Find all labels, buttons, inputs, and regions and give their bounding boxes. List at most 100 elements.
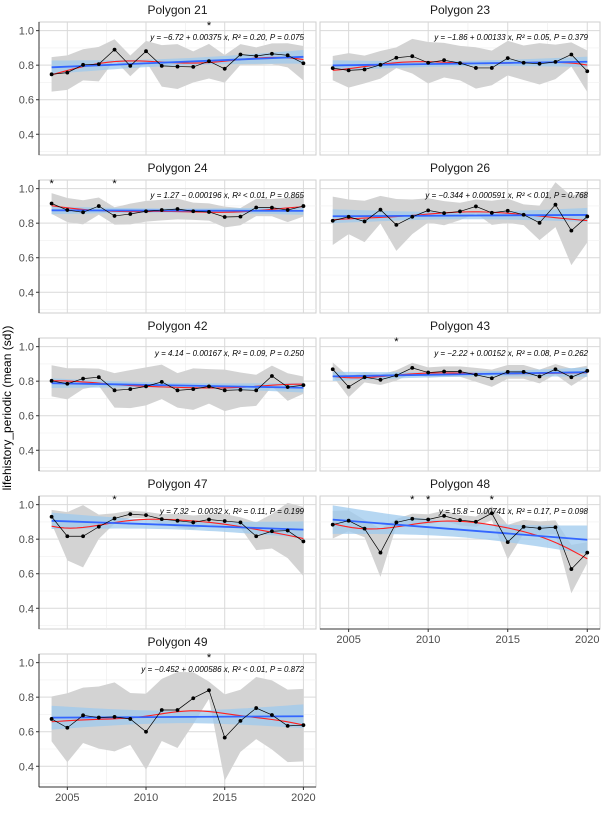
data-point bbox=[426, 370, 431, 375]
data-point bbox=[537, 61, 542, 66]
data-point bbox=[175, 388, 180, 393]
data-point bbox=[521, 60, 526, 65]
y-tick-label: 0.4 bbox=[19, 603, 34, 615]
x-tick-label: 2010 bbox=[134, 792, 158, 804]
data-point bbox=[49, 378, 54, 383]
panel-title: Polygon 49 bbox=[147, 635, 207, 649]
data-point bbox=[159, 517, 164, 522]
data-point bbox=[521, 524, 526, 529]
sd-band bbox=[332, 182, 588, 266]
linear-fit-line bbox=[51, 519, 304, 531]
y-tick-label: 0.4 bbox=[19, 761, 34, 773]
data-point bbox=[505, 369, 510, 374]
x-tick-label: 2015 bbox=[212, 792, 236, 804]
data-point bbox=[285, 208, 290, 212]
data-point bbox=[442, 513, 446, 518]
data-point bbox=[144, 513, 148, 518]
data-point bbox=[362, 219, 367, 224]
data-point bbox=[81, 376, 85, 381]
x-tick-label: 2005 bbox=[336, 634, 360, 646]
data-point bbox=[362, 67, 367, 72]
data-point bbox=[442, 58, 446, 63]
data-point bbox=[65, 208, 70, 212]
data-point bbox=[49, 72, 54, 77]
regression-equation: y = −1.86 + 0.00133 x, R² = 0.05, P = 0.… bbox=[433, 33, 588, 42]
data-point bbox=[553, 60, 558, 64]
data-point bbox=[301, 723, 306, 728]
panel-polygon-49: Polygon 49*y = −0.452 + 0.000586 x, R² <… bbox=[19, 635, 317, 804]
data-point bbox=[537, 526, 542, 531]
data-point bbox=[159, 208, 164, 212]
panel-polygon-24: Polygon 24 * * y = 1.27 − 0.000196 x, R² < … bbox=[19, 161, 317, 314]
data-point bbox=[112, 214, 117, 218]
regression-equation: y = −2.22 + 0.00152 x, R² = 0.08, P = 0.… bbox=[433, 349, 588, 358]
data-point bbox=[330, 522, 335, 527]
y-tick-label: 0.4 bbox=[19, 129, 34, 141]
data-point bbox=[222, 735, 227, 740]
data-point bbox=[489, 511, 494, 516]
data-point bbox=[505, 56, 510, 60]
data-point bbox=[585, 368, 590, 373]
data-point bbox=[378, 207, 383, 212]
data-point bbox=[394, 55, 399, 60]
data-point bbox=[175, 518, 180, 523]
data-point bbox=[378, 62, 383, 67]
data-point bbox=[238, 52, 243, 57]
y-tick-label: 0.6 bbox=[19, 253, 34, 265]
x-tick-label: 2020 bbox=[291, 792, 315, 804]
data-point bbox=[112, 47, 117, 52]
data-point bbox=[474, 204, 478, 209]
data-point bbox=[207, 59, 211, 64]
panel-title: Polygon 47 bbox=[147, 477, 207, 491]
significance-star: * bbox=[394, 336, 399, 348]
data-point bbox=[442, 369, 446, 374]
significance-star: * bbox=[49, 178, 54, 190]
data-point bbox=[378, 377, 383, 382]
data-point bbox=[96, 375, 101, 380]
data-point bbox=[585, 69, 590, 74]
y-tick-label: 0.8 bbox=[19, 534, 34, 546]
data-point bbox=[128, 387, 133, 392]
data-point bbox=[301, 383, 306, 388]
data-point bbox=[330, 367, 335, 372]
data-point bbox=[410, 516, 415, 521]
data-point bbox=[505, 540, 510, 545]
data-point bbox=[96, 524, 101, 529]
data-point bbox=[207, 517, 211, 522]
data-point bbox=[301, 204, 306, 208]
data-point bbox=[553, 525, 558, 530]
panel-polygon-21: Polygon 21*y = −6.72 + 0.00375 x, R² = 0… bbox=[19, 3, 317, 156]
data-point bbox=[474, 372, 478, 377]
panel-polygon-47: Polygon 47 * y = 7.32 − 0.0032 x, R² = 0.1… bbox=[19, 477, 317, 630]
data-point bbox=[238, 520, 243, 525]
y-tick-label: 1.0 bbox=[19, 342, 34, 354]
x-tick-label: 2020 bbox=[575, 634, 599, 646]
data-point bbox=[222, 215, 227, 219]
data-point bbox=[330, 66, 335, 71]
significance-star: * bbox=[490, 494, 495, 506]
data-point bbox=[96, 204, 101, 208]
data-point bbox=[410, 214, 415, 219]
data-point bbox=[128, 512, 133, 517]
sd-band bbox=[51, 671, 304, 781]
y-tick-label: 1.0 bbox=[19, 658, 34, 670]
data-point bbox=[144, 49, 148, 54]
data-point bbox=[394, 373, 399, 378]
data-point bbox=[285, 723, 290, 728]
data-point bbox=[254, 388, 259, 393]
data-point bbox=[301, 61, 306, 66]
data-point bbox=[191, 209, 196, 214]
linear-fit-line bbox=[332, 518, 588, 541]
data-point bbox=[159, 708, 164, 712]
regression-equation: y = 7.32 − 0.0032 x, R² = 0.11, P = 0.19… bbox=[159, 507, 305, 516]
y-tick-label: 1.0 bbox=[19, 500, 34, 512]
data-point bbox=[49, 514, 54, 519]
significance-star: * bbox=[112, 178, 117, 190]
data-point bbox=[65, 381, 70, 386]
data-point bbox=[270, 51, 274, 56]
panel-title: Polygon 24 bbox=[147, 161, 207, 175]
significance-star: * bbox=[207, 20, 212, 32]
data-point bbox=[489, 210, 494, 215]
x-tick-label: 2015 bbox=[495, 634, 519, 646]
